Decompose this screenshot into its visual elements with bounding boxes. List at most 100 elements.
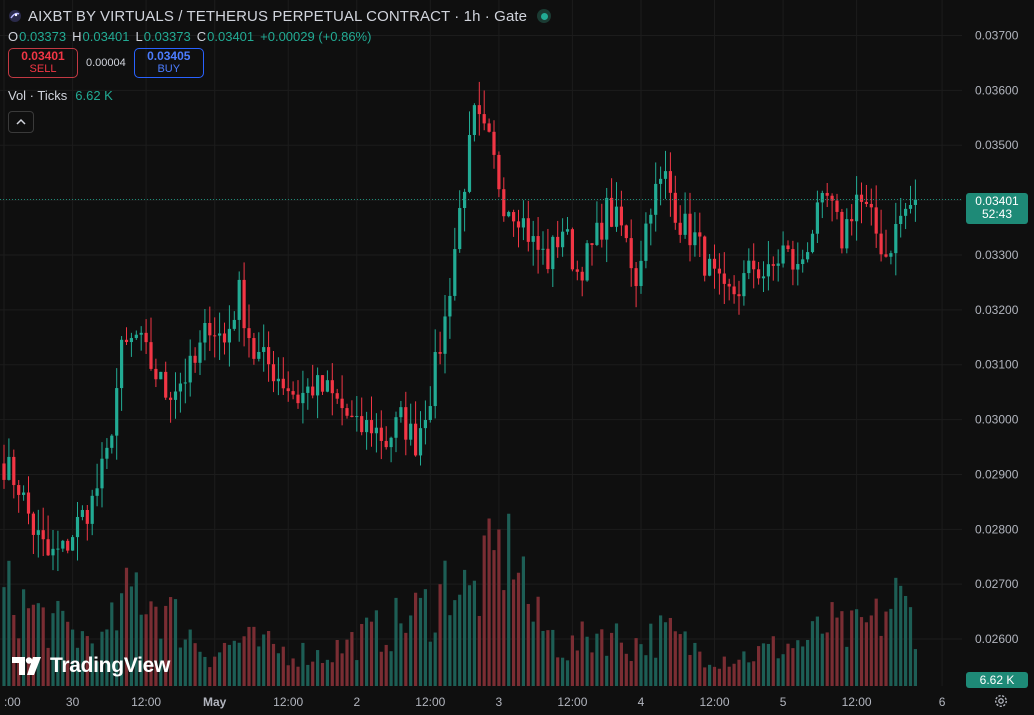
price-candles [2,81,917,572]
volume-bar [365,617,369,686]
candle-body [330,380,334,394]
y-tick-label: 0.02800 [975,522,1019,536]
candle-body [90,495,94,524]
candle-body [423,420,427,429]
volume-bar [840,611,844,686]
candle-body [139,332,143,335]
candle-body [46,539,50,556]
candle-body [614,206,619,227]
volume-bar [291,658,295,686]
candle-body [477,105,481,115]
candle-body [115,388,119,436]
candle-body [95,488,99,496]
price-axis[interactable]: 0.037000.036000.035000.034000.033000.032… [975,28,1019,646]
symbol-title-row[interactable]: AIXBT BY VIRTUALS / TETHERUS PERPETUAL C… [8,6,552,26]
volume-bar [198,651,202,686]
volume-bar [796,640,800,686]
candle-body [487,123,491,132]
candle-body [659,178,663,184]
x-tick-label: 12:00 [557,695,587,709]
candle-body [453,249,457,296]
volume-bar [7,560,11,686]
time-axis[interactable]: :00 30 12:00 May 12:00 2 12:00 3 12:00 4 12:00 5 12:… [4,695,946,709]
volume-bar [252,626,256,686]
candle-body [698,232,702,237]
volume-bar [208,667,212,686]
sell-button[interactable]: 0.03401 SELL [8,48,78,78]
sell-price: 0.03401 [21,49,65,63]
x-tick-label: 3 [496,695,503,709]
buy-button[interactable]: 0.03405 BUY [133,48,204,78]
volume-bar [154,606,158,686]
volume-bar [458,594,462,686]
close-value: 0.03401 [207,29,255,44]
candle-body [855,194,859,222]
candle-body [610,197,614,227]
volume-bar [316,650,320,686]
tradingview-watermark[interactable]: TradingView [12,654,170,678]
candle-body [766,264,770,277]
volume-bar [644,655,648,686]
volume-bar [399,623,403,686]
candle-body [169,397,173,400]
candle-body [374,427,378,434]
candle-body [815,202,819,234]
candle-body [433,352,437,407]
volume-legend[interactable]: Vol · Ticks 6.62 K [8,88,551,103]
candle-body [791,249,795,270]
candle-body [409,423,413,440]
candle-body [134,334,138,339]
candle-body [512,212,516,222]
volume-bar [781,654,785,686]
candle-body [703,236,707,276]
candle-body [267,347,271,365]
volume-bar [472,580,476,686]
candle-body [531,236,535,242]
candle-body [232,319,236,329]
volume-bar [634,638,638,686]
volume-bar [551,629,555,686]
collapse-legend-button[interactable] [8,111,34,133]
volume-bar [507,513,511,686]
candle-body [482,114,486,124]
candle-body [325,380,329,392]
x-tick-label: 4 [638,695,645,709]
volume-bar [448,615,452,686]
volume-bar [56,600,60,686]
volume-bar [693,642,697,686]
candle-body [149,342,153,369]
symbol-title: AIXBT BY VIRTUALS / TETHERUS PERPETUAL C… [28,7,528,25]
volume-bar [516,572,521,686]
candle-body [556,236,560,248]
volume-bar [389,651,393,686]
volume-bar [570,635,574,686]
candle-body [889,253,893,257]
volume-bar [610,632,614,686]
candle-body [629,238,633,269]
volume-bar [747,662,751,686]
candle-body [879,233,883,255]
gear-icon[interactable] [993,693,1009,709]
candle-body [51,548,55,556]
market-status-icon[interactable] [537,9,552,23]
y-tick-label: 0.02600 [975,632,1019,646]
volume-bar [757,646,761,686]
volume-bar [830,602,834,686]
volume-bar [904,595,908,686]
candle-body [296,394,300,404]
volume-bar [463,569,467,686]
candle-body [340,398,344,409]
candle-body [521,218,525,228]
volume-bar [110,602,114,686]
candle-body [257,351,261,359]
candle-body [66,540,70,551]
candle-body [492,131,496,155]
volume-bar [605,655,609,686]
candle-body [144,332,148,343]
candle-body [752,260,756,270]
candle-body [394,417,398,438]
candle-body [526,218,530,242]
y-tick-label: 0.03500 [975,138,1019,152]
volume-bar [213,656,217,686]
